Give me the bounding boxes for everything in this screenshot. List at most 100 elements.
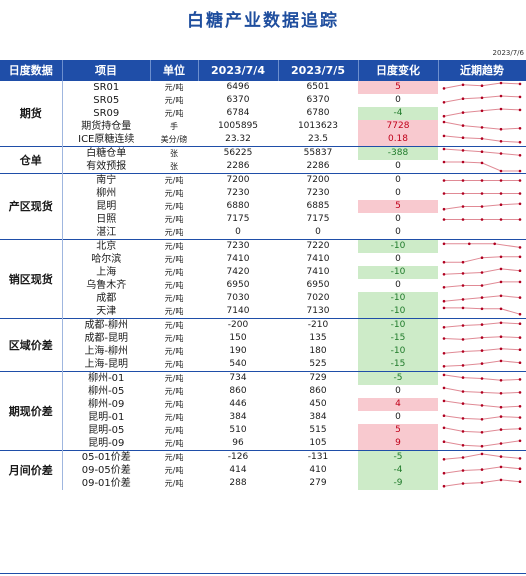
daily-change-cell: -9: [358, 477, 438, 490]
trend-sparkline: [442, 107, 522, 118]
sparkline-point: [499, 107, 503, 111]
sparkline-point: [518, 467, 522, 470]
sparkline-point: [518, 202, 522, 206]
sparkline-point: [518, 127, 522, 130]
trend-sparkline-cell: [438, 200, 526, 213]
sparkline-point: [480, 377, 484, 380]
sparkline-point: [499, 81, 503, 85]
item-cell: 09-01价差: [81, 478, 131, 489]
sparkline-point: [499, 218, 503, 221]
value-date-1-cell: 7175: [226, 214, 250, 224]
trend-sparkline: [442, 347, 522, 355]
value-date-1-cell: 1005895: [217, 121, 259, 131]
item-cell: 上海: [96, 267, 117, 278]
sparkline-point: [518, 108, 522, 112]
category-cell: 期现价差: [0, 371, 63, 451]
unit-cell: 元/吨: [150, 239, 198, 253]
sparkline-point: [480, 96, 484, 100]
daily-change-cell: -4: [358, 107, 438, 120]
sparkline-point: [442, 160, 446, 164]
trend-sparkline: [442, 359, 522, 368]
value-date-2-cell: 135: [309, 333, 327, 343]
value-date-2-cell: 2286: [306, 161, 330, 171]
trend-sparkline-cell: [438, 279, 526, 292]
sparkline-point: [480, 452, 484, 456]
sparkline-point: [518, 416, 522, 419]
value-date-1-cell: 540: [229, 359, 247, 369]
value-date-1-cell: 446: [229, 399, 247, 409]
unit-cell: 元/吨: [164, 228, 184, 237]
trend-sparkline-cell: [438, 332, 526, 345]
daily-change-cell: 0: [395, 161, 401, 171]
value-date-1-cell: 7140: [226, 306, 250, 316]
unit-cell: 元/吨: [164, 479, 184, 488]
sparkline-point: [461, 430, 465, 433]
value-date-2-cell: 6885: [306, 201, 330, 211]
trend-sparkline: [442, 134, 522, 144]
sparkline-point: [461, 111, 465, 114]
trend-sparkline-cell: [438, 239, 526, 253]
item-cell: ICE原糖连续: [78, 134, 135, 145]
trend-sparkline-cell: [438, 226, 526, 240]
sparkline-point: [480, 323, 484, 326]
unit-cell: 元/吨: [164, 360, 184, 369]
trend-sparkline: [442, 280, 522, 289]
sparkline-point: [461, 324, 465, 327]
unit-cell: 元/吨: [150, 80, 198, 94]
trend-sparkline: [442, 414, 522, 421]
value-date-2-cell: 729: [278, 371, 358, 385]
trend-sparkline-cell: [438, 187, 526, 200]
unit-cell: 张: [150, 146, 198, 160]
value-date-2-cell: 7230: [306, 188, 330, 198]
table-row: 成都-昆明 元/吨 150 135 -15: [0, 332, 526, 345]
sparkline-point: [499, 280, 503, 284]
daily-change-cell: -10: [358, 318, 438, 332]
sparkline-point: [499, 442, 503, 445]
table-row: 昆明-01 元/吨 384 384 0: [0, 411, 526, 424]
sparkline-point: [499, 478, 503, 482]
table-row: 柳州-05 元/吨 860 860 0: [0, 385, 526, 398]
daily-change-cell: 0: [395, 214, 401, 224]
sparkline-point: [461, 272, 465, 275]
trend-sparkline-cell: [438, 318, 526, 332]
unit-cell: 元/吨: [164, 400, 184, 409]
sparkline-point: [518, 154, 522, 157]
sparkline-point: [461, 260, 465, 264]
sparkline-point: [518, 255, 522, 259]
value-date-1-cell: 150: [229, 333, 247, 343]
table-row: 销区现货 北京 元/吨 7230 7220 -10: [0, 239, 526, 319]
sparkline-point: [442, 399, 446, 403]
trend-sparkline-cell: [438, 133, 526, 147]
sparkline-point: [442, 373, 446, 377]
sparkline-point: [442, 207, 446, 211]
sparkline-point: [480, 307, 484, 311]
unit-cell: 元/吨: [150, 450, 198, 464]
trend-sparkline: [442, 255, 522, 264]
sparkline-point: [442, 352, 446, 355]
trend-sparkline-cell: [438, 305, 526, 319]
sparkline-point: [461, 179, 465, 182]
sparkline-point: [442, 458, 446, 461]
item-cell: 乌鲁木齐: [86, 280, 127, 291]
trend-sparkline-cell: [438, 345, 526, 358]
item-cell: 成都-柳州: [62, 318, 150, 332]
value-date-2-cell: 23.5: [307, 134, 329, 144]
trend-sparkline: [442, 120, 522, 131]
sparkline-point: [480, 109, 484, 113]
sparkline-point: [480, 418, 484, 421]
item-cell: 昆明-05: [88, 425, 125, 436]
value-date-1-cell: 7200: [198, 173, 278, 187]
daily-change-cell: 0: [395, 188, 401, 198]
value-date-1-cell: 6950: [226, 280, 250, 290]
value-date-1-cell: 384: [229, 412, 247, 422]
value-date-2-cell: 0: [315, 227, 321, 237]
item-cell: 上海-昆明: [84, 359, 129, 370]
unit-cell: 元/吨: [164, 268, 184, 277]
value-date-2-cell: 860: [309, 386, 327, 396]
value-date-2-cell: 105: [309, 438, 327, 448]
table-row: 成都 元/吨 7030 7020 -10: [0, 292, 526, 305]
item-cell: 有效预报: [86, 161, 127, 172]
category-cell: 产区现货: [0, 173, 63, 240]
table-row: 昆明-09 元/吨 96 105 9: [0, 437, 526, 451]
daily-change-cell: 7728: [358, 120, 438, 133]
